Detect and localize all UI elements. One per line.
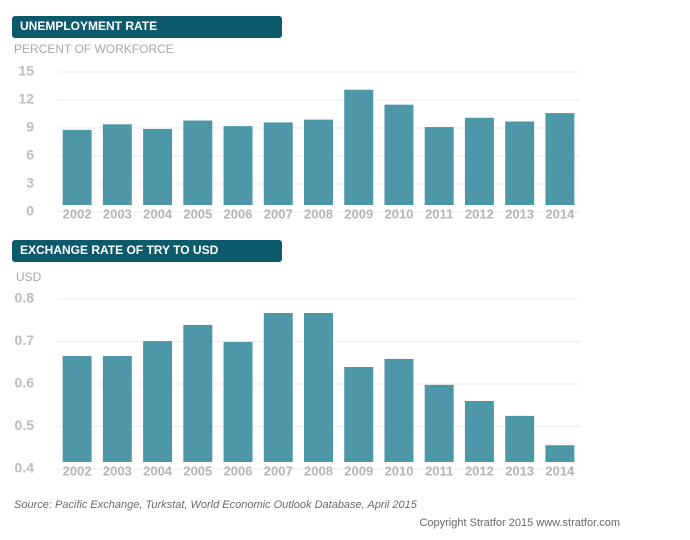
- y-tick-label: 15: [18, 63, 34, 79]
- x-tick-label: 2003: [103, 463, 132, 478]
- y-tick-label: 12: [18, 91, 34, 107]
- bar: [464, 401, 494, 462]
- bar: [505, 121, 535, 205]
- chart-title: UNEMPLOYMENT RATE: [20, 19, 157, 33]
- x-tick-label: 2002: [63, 463, 92, 478]
- x-tick-label: 2014: [545, 206, 575, 221]
- title-banner: [12, 240, 282, 262]
- x-tick-label: 2004: [143, 463, 173, 478]
- source-note: Source: Pacific Exchange, Turkstat, Worl…: [14, 499, 418, 511]
- copyright: Copyright Stratfor 2015 www.stratfor.com: [419, 517, 620, 529]
- y-tick-label: 0.4: [15, 460, 35, 476]
- x-tick-label: 2007: [264, 206, 293, 221]
- bar: [102, 124, 132, 205]
- x-tick-label: 2009: [344, 206, 373, 221]
- x-tick-label: 2013: [505, 206, 534, 221]
- x-tick-label: 2002: [63, 206, 92, 221]
- y-tick-label: 3: [26, 175, 34, 191]
- bar: [505, 415, 535, 462]
- bar: [344, 89, 374, 205]
- x-tick-label: 2013: [505, 463, 534, 478]
- bar: [344, 367, 374, 462]
- x-tick-label: 2011: [425, 463, 453, 478]
- x-tick-label: 2011: [425, 206, 453, 221]
- x-tick-label: 2005: [183, 463, 212, 478]
- y-tick-label: 9: [26, 119, 34, 135]
- y-axis-label: USD: [16, 270, 42, 284]
- bar: [62, 355, 92, 462]
- bar: [424, 384, 454, 462]
- bar: [424, 127, 454, 205]
- y-tick-label: 0.7: [15, 332, 35, 348]
- x-tick-label: 2008: [304, 463, 333, 478]
- x-tick-label: 2008: [304, 206, 333, 221]
- bar: [143, 128, 173, 205]
- bar: [223, 341, 253, 462]
- y-tick-label: 0.8: [15, 290, 35, 306]
- bar: [464, 117, 494, 205]
- bar: [183, 120, 213, 205]
- y-tick-label: 6: [26, 147, 34, 163]
- x-tick-label: 2012: [465, 206, 494, 221]
- title-banner: [12, 16, 282, 38]
- x-tick-label: 2010: [385, 206, 414, 221]
- y-tick-label: 0.6: [15, 375, 35, 391]
- x-tick-label: 2004: [143, 206, 173, 221]
- x-tick-label: 2003: [103, 206, 132, 221]
- x-tick-label: 2005: [183, 206, 212, 221]
- bar: [263, 313, 293, 462]
- bar: [304, 313, 333, 462]
- bar: [263, 122, 293, 205]
- bar: [223, 126, 253, 205]
- bar: [102, 355, 132, 462]
- x-tick-label: 2007: [264, 463, 293, 478]
- x-tick-label: 2006: [224, 463, 253, 478]
- chart-title: EXCHANGE RATE OF TRY TO USD: [20, 243, 219, 257]
- x-tick-label: 2014: [545, 463, 575, 478]
- y-axis-label: PERCENT OF WORKFORCE: [14, 42, 174, 56]
- y-tick-label: 0.5: [15, 417, 35, 433]
- x-tick-label: 2006: [224, 206, 253, 221]
- bar: [62, 129, 92, 205]
- bar: [183, 324, 213, 462]
- bar: [384, 358, 414, 462]
- bar: [143, 341, 173, 462]
- y-tick-label: 0: [26, 203, 34, 219]
- x-tick-label: 2012: [465, 463, 494, 478]
- bar: [304, 119, 333, 205]
- x-tick-label: 2009: [344, 463, 373, 478]
- bar: [384, 104, 414, 205]
- bar: [545, 445, 575, 462]
- x-tick-label: 2010: [385, 463, 414, 478]
- bar: [545, 113, 575, 205]
